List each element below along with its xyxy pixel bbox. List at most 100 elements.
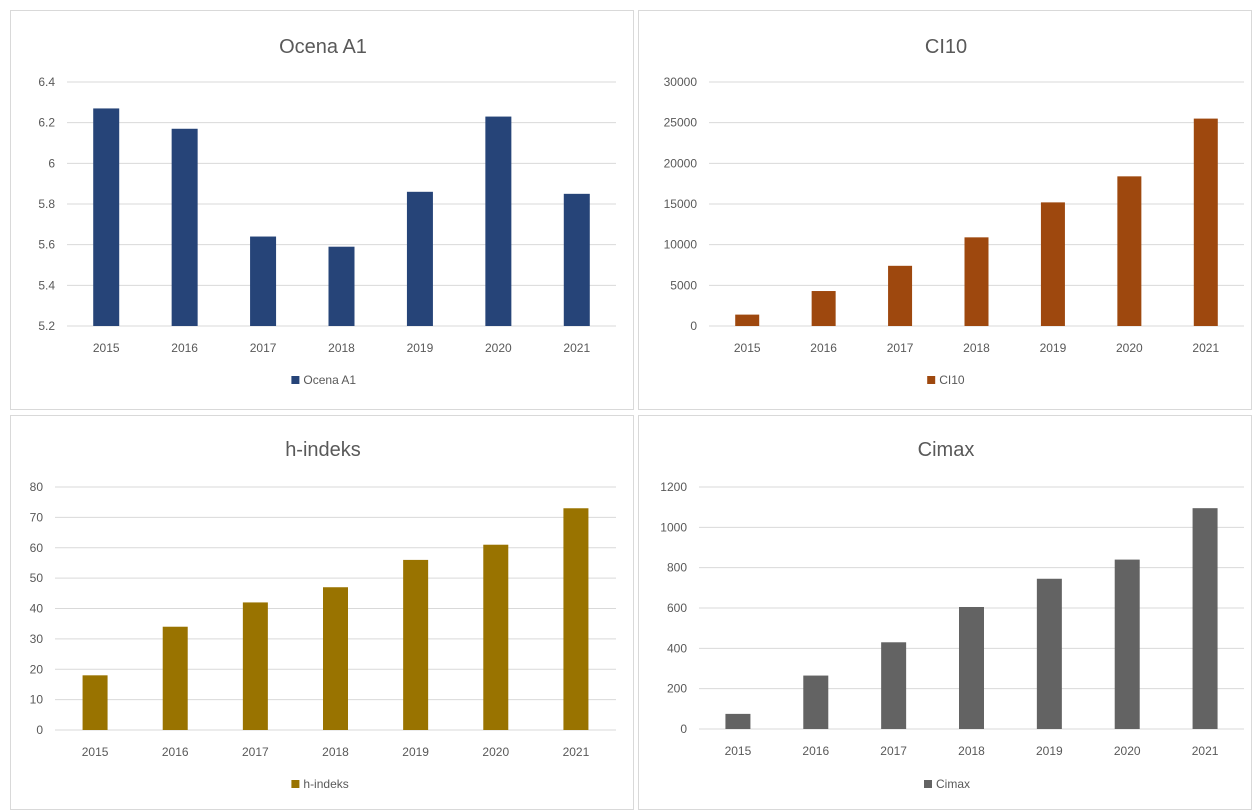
y-tick-label: 6: [48, 156, 55, 170]
chart-title: CI10: [925, 36, 967, 58]
y-tick-label: 600: [667, 601, 687, 615]
bar-2021: [1193, 118, 1218, 326]
x-tick-label: 2018: [958, 744, 985, 758]
y-tick-label: 6.2: [38, 116, 55, 130]
chart-title: h-indeks: [285, 439, 361, 461]
y-tick-label: 70: [30, 510, 44, 524]
x-tick-label: 2017: [242, 745, 269, 759]
x-tick-label: 2020: [1114, 744, 1141, 758]
bar-2016: [811, 291, 836, 326]
bar-2019: [1036, 578, 1062, 729]
bar-2021: [563, 193, 590, 326]
y-tick-label: 10: [30, 693, 44, 707]
x-tick-label: 2017: [887, 341, 914, 355]
x-tick-label: 2019: [407, 341, 434, 355]
chart-svg-cimax: Cimax 0 200 400 600 800 1000 1200 2015 2016 2017 2…: [660, 439, 1244, 791]
x-tick-label: 2021: [1192, 341, 1219, 355]
bar-2016: [171, 128, 198, 326]
bar-2019: [406, 191, 433, 326]
bar-2018: [328, 246, 355, 326]
x-tick-label: 2019: [1040, 341, 1067, 355]
legend-swatch: [291, 780, 300, 788]
y-tick-label: 25000: [664, 116, 698, 130]
bar-2018: [964, 237, 989, 326]
y-tick-label: 0: [36, 723, 43, 737]
x-tick-label: 2016: [802, 744, 829, 758]
x-tick-label: 2020: [482, 745, 509, 759]
bar-2017: [881, 642, 907, 729]
y-tick-label: 60: [30, 541, 44, 555]
y-tick-label: 30: [30, 632, 44, 646]
legend-label: Cimax: [936, 777, 970, 791]
x-tick-label: 2019: [1036, 744, 1063, 758]
x-tick-label: 2019: [402, 745, 429, 759]
bar-2020: [483, 544, 509, 730]
bar-2020: [1114, 559, 1140, 729]
chart-svg-ocena-a1: Ocena A1 5.2 5.4 5.6 5.8 6 6.2 6.4 2015 2016 2017…: [38, 36, 616, 387]
y-tick-label: 0: [680, 722, 687, 736]
y-tick-label: 20000: [664, 156, 698, 170]
chart-svg-h-indeks: h-indeks 0 10 20 30 40 50 60 70 80 2015 2016 2017 20…: [30, 439, 616, 791]
y-tick-label: 5.2: [38, 319, 55, 333]
bar-2015: [725, 713, 751, 729]
x-tick-label: 2015: [93, 341, 120, 355]
chart-panel-cimax: Cimax 0 200 400 600 800 1000 1200 2015 2016 2017 2…: [638, 415, 1252, 810]
y-tick-label: 40: [30, 602, 44, 616]
y-tick-label: 5000: [670, 278, 697, 292]
y-tick-label: 6.4: [38, 75, 55, 89]
bar-2016: [162, 626, 188, 730]
x-tick-label: 2021: [563, 745, 590, 759]
y-tick-label: 5.4: [38, 278, 55, 292]
x-tick-label: 2018: [322, 745, 349, 759]
bar-2017: [242, 602, 268, 730]
y-tick-label: 1200: [660, 480, 687, 494]
legend-swatch: [927, 376, 936, 384]
x-tick-label: 2015: [82, 745, 109, 759]
x-tick-label: 2018: [963, 341, 990, 355]
y-tick-label: 10000: [664, 238, 698, 252]
bar-2015: [82, 675, 108, 730]
bar-2019: [1040, 202, 1065, 326]
bar-2016: [803, 675, 829, 729]
y-tick-label: 400: [667, 641, 687, 655]
x-tick-label: 2017: [880, 744, 907, 758]
y-tick-label: 5.6: [38, 238, 55, 252]
y-tick-label: 50: [30, 571, 44, 585]
y-tick-label: 30000: [664, 75, 698, 89]
bar-2020: [485, 116, 512, 326]
x-tick-label: 2015: [734, 341, 761, 355]
y-tick-label: 80: [30, 480, 44, 494]
bar-2018: [323, 587, 348, 730]
x-tick-label: 2020: [485, 341, 512, 355]
bar-2021: [1192, 508, 1218, 729]
chart-panel-ocena-a1: Ocena A1 5.2 5.4 5.6 5.8 6 6.2 6.4 2015 2016 2017…: [10, 10, 634, 410]
bar-2015: [735, 314, 760, 326]
y-tick-label: 800: [667, 561, 687, 575]
chart-svg-ci10: CI10 0 5000 10000 15000 20000 25000 30000 2015 2…: [664, 36, 1244, 387]
chart-title: Ocena A1: [279, 36, 367, 58]
x-tick-label: 2016: [171, 341, 198, 355]
x-tick-label: 2015: [725, 744, 752, 758]
x-tick-label: 2016: [810, 341, 837, 355]
x-tick-label: 2021: [1192, 744, 1219, 758]
x-tick-label: 2017: [250, 341, 277, 355]
y-tick-label: 15000: [664, 197, 698, 211]
legend-label: CI10: [939, 373, 965, 387]
legend-label: h-indeks: [303, 777, 348, 791]
y-tick-label: 1000: [660, 520, 687, 534]
x-tick-label: 2020: [1116, 341, 1143, 355]
bar-2017: [250, 236, 277, 326]
y-tick-label: 5.8: [38, 197, 55, 211]
bar-2021: [563, 508, 589, 730]
bar-2017: [888, 265, 913, 326]
x-tick-label: 2018: [328, 341, 355, 355]
x-tick-label: 2016: [162, 745, 189, 759]
legend-swatch: [291, 376, 300, 384]
legend-label: Ocena A1: [303, 373, 356, 387]
chart-title: Cimax: [918, 439, 975, 461]
y-tick-label: 20: [30, 662, 44, 676]
y-tick-label: 200: [667, 682, 687, 696]
bar-2018: [959, 606, 984, 729]
x-tick-label: 2021: [563, 341, 590, 355]
legend-swatch: [924, 780, 932, 788]
